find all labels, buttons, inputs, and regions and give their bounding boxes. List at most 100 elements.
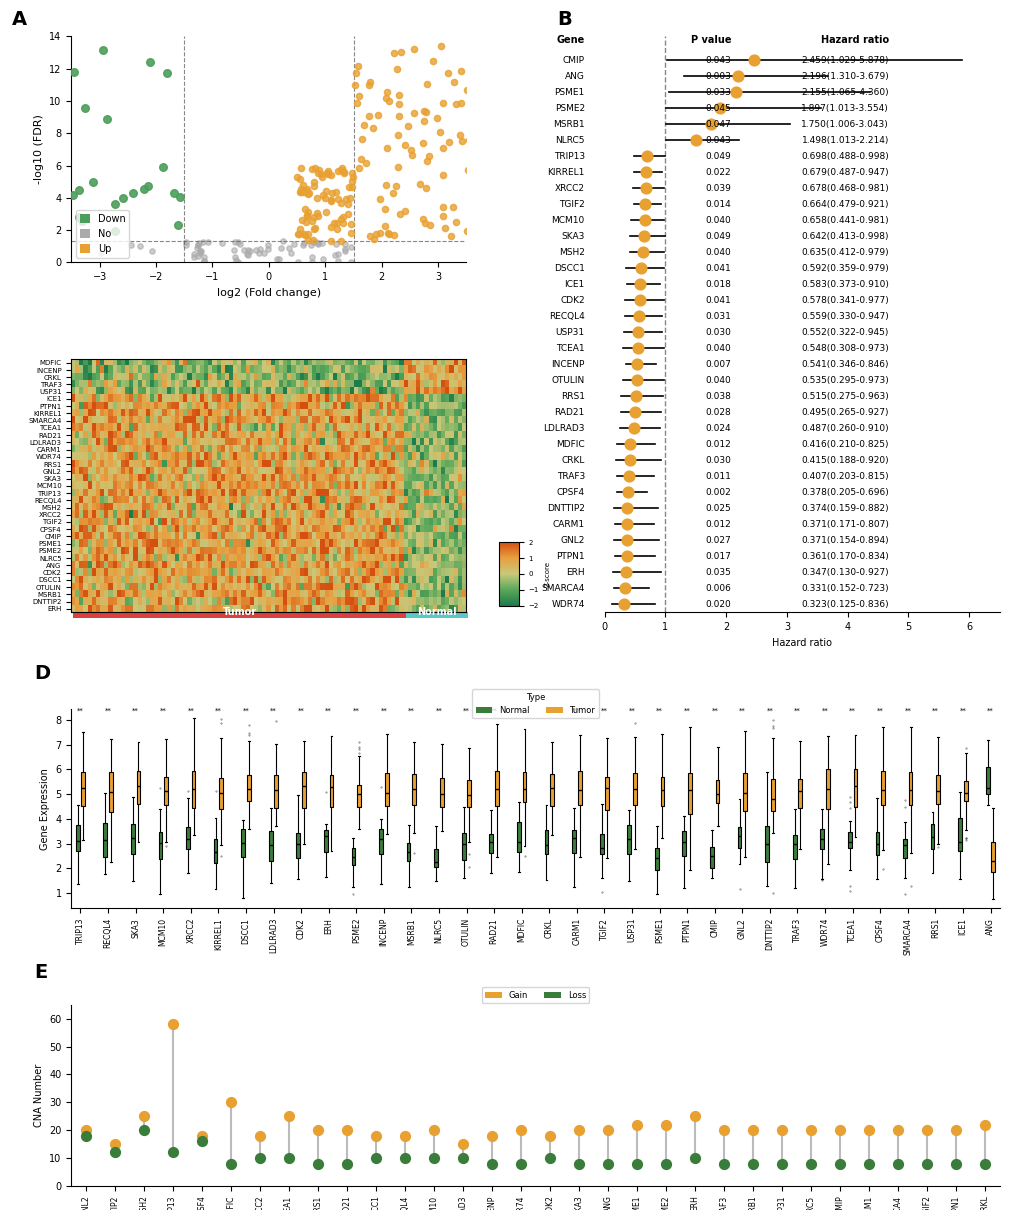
Text: **: ** — [986, 708, 993, 714]
Point — [371, 223, 387, 242]
Point — [251, 243, 267, 263]
PathPatch shape — [494, 772, 498, 806]
Point — [481, 123, 497, 143]
Point — [483, 1154, 499, 1174]
Point — [123, 235, 140, 254]
Point — [637, 162, 653, 182]
PathPatch shape — [715, 780, 718, 803]
Point — [311, 161, 327, 180]
Point — [727, 82, 743, 102]
PathPatch shape — [192, 771, 196, 808]
Point — [289, 252, 306, 271]
Point — [334, 208, 351, 227]
PathPatch shape — [853, 770, 857, 807]
Point — [343, 178, 360, 197]
X-axis label: log2 (Fold change): log2 (Fold change) — [217, 288, 321, 298]
Point — [445, 73, 462, 92]
PathPatch shape — [963, 780, 967, 801]
Text: PTPN1: PTPN1 — [555, 552, 584, 561]
Text: 0.043: 0.043 — [704, 136, 731, 145]
Text: MCM10: MCM10 — [551, 215, 584, 225]
Point — [297, 200, 313, 219]
PathPatch shape — [75, 825, 79, 851]
Point — [477, 46, 493, 65]
Point — [214, 234, 230, 253]
Point — [289, 225, 306, 244]
Point — [165, 1142, 181, 1162]
Point — [406, 40, 422, 59]
Text: 0.487(0.260-0.910): 0.487(0.260-0.910) — [801, 424, 889, 433]
Point — [459, 80, 475, 99]
Point — [371, 189, 387, 208]
Point — [744, 1154, 760, 1174]
Text: **: ** — [518, 708, 525, 714]
Point — [315, 249, 331, 269]
Point — [417, 213, 433, 232]
Point — [414, 209, 430, 229]
Text: **: ** — [77, 708, 84, 714]
Point — [389, 157, 406, 177]
Text: 2.459(1.029-5.878): 2.459(1.029-5.878) — [801, 56, 889, 65]
Y-axis label: CNA Number: CNA Number — [34, 1064, 44, 1127]
Point — [77, 1120, 94, 1140]
Point — [141, 177, 157, 196]
Point — [478, 67, 494, 86]
Point — [296, 224, 312, 243]
Point — [947, 1120, 963, 1140]
Point — [370, 105, 386, 125]
Point — [889, 1120, 905, 1140]
Point — [337, 190, 354, 209]
Point — [629, 1114, 645, 1134]
Text: WDR74: WDR74 — [551, 600, 584, 609]
PathPatch shape — [819, 829, 823, 849]
Point — [415, 102, 431, 121]
Point — [273, 238, 289, 258]
Point — [832, 1120, 848, 1140]
Legend: Normal, Tumor: Normal, Tumor — [472, 690, 598, 719]
PathPatch shape — [792, 835, 796, 859]
Text: 0.020: 0.020 — [704, 600, 731, 609]
Text: 0.374(0.159-0.882): 0.374(0.159-0.882) — [801, 503, 889, 513]
Point — [335, 162, 352, 182]
Point — [629, 339, 645, 358]
PathPatch shape — [633, 773, 636, 805]
Point — [686, 1148, 702, 1168]
Point — [711, 99, 728, 119]
Point — [165, 184, 181, 203]
Text: 0.007: 0.007 — [704, 359, 731, 369]
Point — [631, 275, 647, 294]
Point — [292, 183, 309, 202]
Point — [428, 109, 444, 128]
Point — [124, 184, 141, 203]
Point — [318, 202, 334, 221]
Point — [291, 183, 308, 202]
Point — [142, 52, 158, 71]
PathPatch shape — [544, 830, 548, 854]
Text: 0.642(0.413-0.998): 0.642(0.413-0.998) — [801, 232, 889, 241]
Point — [310, 163, 326, 183]
PathPatch shape — [902, 839, 906, 858]
Point — [323, 191, 339, 211]
Text: Gene: Gene — [556, 35, 584, 45]
Point — [222, 1154, 238, 1174]
Point — [107, 1134, 123, 1153]
Point — [292, 179, 309, 198]
Point — [635, 226, 651, 246]
Point — [599, 1120, 615, 1140]
Text: **: ** — [408, 708, 415, 714]
PathPatch shape — [434, 848, 437, 868]
Text: 0.416(0.210-0.825): 0.416(0.210-0.825) — [801, 440, 889, 449]
Point — [319, 161, 335, 180]
Point — [435, 93, 451, 113]
Point — [440, 133, 457, 152]
Text: 0.040: 0.040 — [704, 215, 731, 225]
Point — [377, 200, 393, 219]
Point — [368, 1148, 384, 1168]
Point — [327, 183, 343, 202]
Point — [391, 204, 408, 224]
Point — [415, 133, 431, 152]
Text: Hazard ratio: Hazard ratio — [820, 35, 889, 45]
Point — [310, 234, 326, 253]
Point — [473, 117, 489, 137]
Point — [195, 232, 211, 252]
